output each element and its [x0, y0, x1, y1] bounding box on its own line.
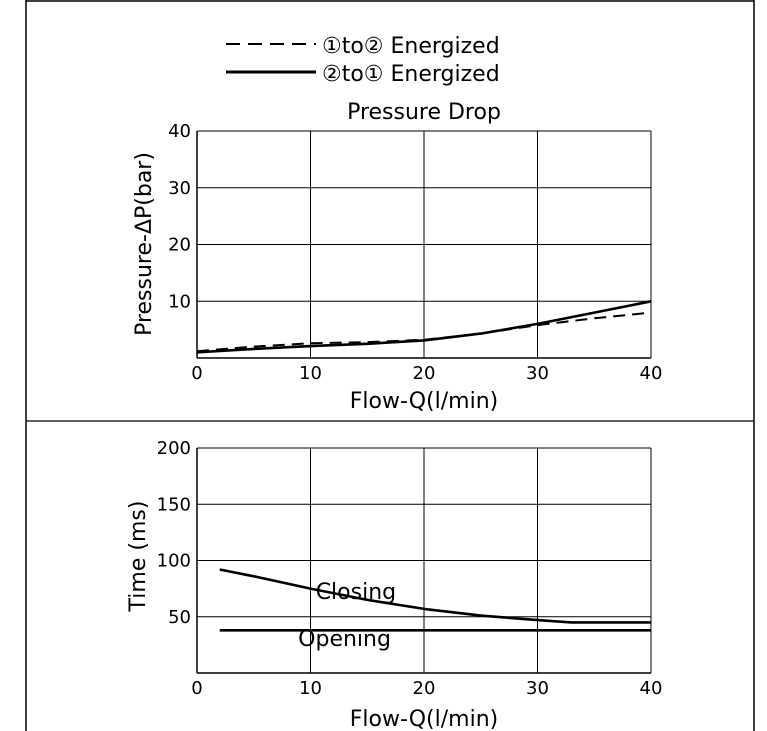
- y-tick-label: 30: [168, 178, 191, 199]
- x-tick-label: 0: [191, 363, 202, 384]
- series-label: Closing: [316, 580, 396, 605]
- y-tick-label: 10: [168, 291, 191, 312]
- x-tick-label: 40: [640, 678, 663, 699]
- pressure-drop-chart: Pressure Drop Flow-Q(l/min) Pressure-ΔP(…: [132, 100, 662, 414]
- y-tick-label: 50: [168, 607, 191, 628]
- legend: ①to② Energized ②to① Energized: [226, 34, 500, 87]
- x-tick-label: 10: [299, 363, 322, 384]
- x-tick-label: 30: [526, 363, 549, 384]
- x-tick-label: 20: [413, 363, 436, 384]
- response-time-chart: Flow-Q(l/min) Time (ms) 0 10 20 30 40 50 100 15…: [126, 438, 662, 731]
- x-tick-label: 30: [526, 678, 549, 699]
- y-tick-label: 200: [157, 438, 191, 459]
- y-tick-label: 20: [168, 235, 191, 256]
- series-line-closing: [219, 568, 651, 624]
- x-axis-label: Flow-Q(l/min): [350, 389, 498, 414]
- x-tick-label: 0: [191, 678, 202, 699]
- y-axis-label: Pressure-ΔP(bar): [132, 152, 157, 336]
- series-label: Opening: [298, 627, 391, 652]
- x-axis-label: Flow-Q(l/min): [350, 707, 498, 731]
- x-tick-label: 20: [413, 678, 436, 699]
- legend-label-1: ①to② Energized: [322, 34, 500, 59]
- y-axis-label: Time (ms): [126, 501, 151, 613]
- series-line-to-energized: [196, 300, 652, 354]
- legend-label-2: ②to① Energized: [322, 62, 500, 87]
- x-tick-label: 40: [640, 363, 663, 384]
- y-tick-label: 150: [157, 494, 191, 515]
- chart-title: Pressure Drop: [347, 100, 501, 125]
- y-tick-label: 40: [168, 121, 191, 142]
- x-tick-label: 10: [299, 678, 322, 699]
- y-tick-label: 100: [157, 551, 191, 572]
